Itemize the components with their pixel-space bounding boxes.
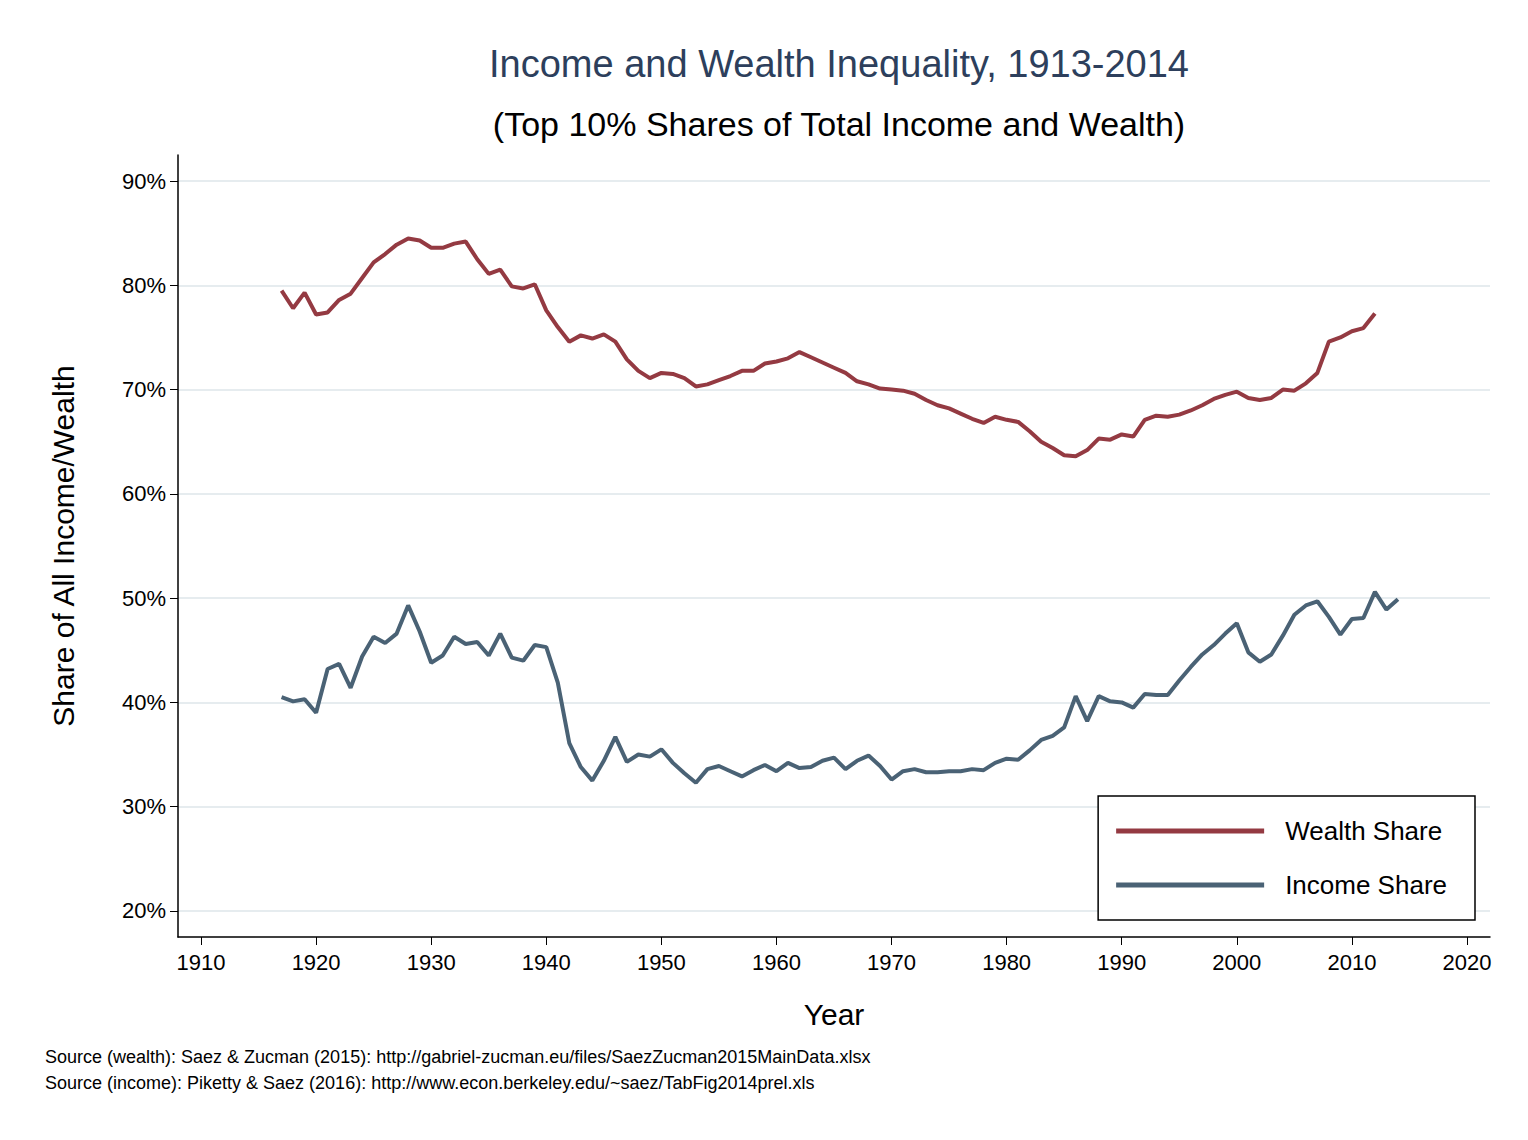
svg-text:2010: 2010: [1327, 950, 1376, 975]
svg-text:70%: 70%: [122, 377, 166, 402]
svg-text:Share of All Income/Wealth: Share of All Income/Wealth: [47, 365, 80, 726]
svg-text:Wealth Share: Wealth Share: [1285, 816, 1442, 846]
svg-text:1960: 1960: [752, 950, 801, 975]
svg-text:1910: 1910: [177, 950, 226, 975]
svg-text:40%: 40%: [122, 690, 166, 715]
svg-text:20%: 20%: [122, 898, 166, 923]
svg-text:1950: 1950: [637, 950, 686, 975]
svg-text:1980: 1980: [982, 950, 1031, 975]
svg-text:50%: 50%: [122, 586, 166, 611]
svg-text:2020: 2020: [1443, 950, 1492, 975]
svg-text:30%: 30%: [122, 794, 166, 819]
svg-text:Source (wealth): Saez & Zucman: Source (wealth): Saez & Zucman (2015): h…: [45, 1047, 870, 1067]
svg-text:Source (income): Piketty & Sae: Source (income): Piketty & Saez (2016): …: [45, 1073, 815, 1093]
svg-text:Income Share: Income Share: [1285, 870, 1447, 900]
svg-text:Income and Wealth Inequality,: Income and Wealth Inequality, 1913-2014: [489, 43, 1189, 85]
svg-text:1920: 1920: [292, 950, 341, 975]
svg-text:(Top 10% Shares of Total Incom: (Top 10% Shares of Total Income and Weal…: [493, 105, 1185, 143]
svg-text:1990: 1990: [1097, 950, 1146, 975]
svg-text:1930: 1930: [407, 950, 456, 975]
svg-text:1970: 1970: [867, 950, 916, 975]
svg-text:2000: 2000: [1212, 950, 1261, 975]
svg-text:1940: 1940: [522, 950, 571, 975]
svg-text:90%: 90%: [122, 169, 166, 194]
svg-text:60%: 60%: [122, 481, 166, 506]
svg-text:Year: Year: [804, 998, 865, 1031]
svg-text:80%: 80%: [122, 273, 166, 298]
